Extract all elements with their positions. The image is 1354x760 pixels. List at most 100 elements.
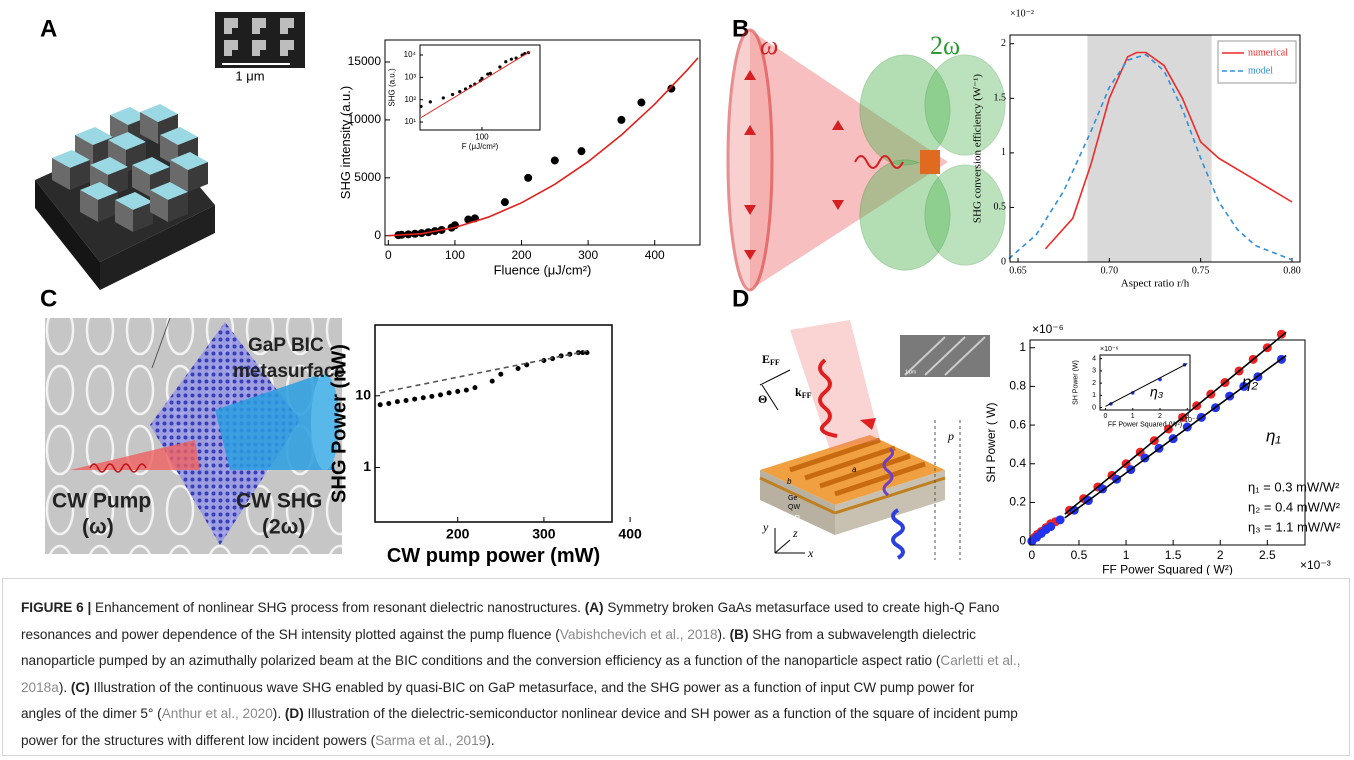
data-point [455, 389, 460, 394]
x-tick-label: 300 [532, 525, 556, 541]
citation[interactable]: 2018a [21, 680, 59, 695]
data-point [412, 397, 417, 402]
data-point [404, 398, 409, 403]
panel-label: D [732, 285, 749, 312]
y-multiplier: ×10⁻⁶ [1032, 322, 1064, 336]
y-axis-label: SHG intensity (a.u.) [338, 86, 353, 199]
x-tick-label: 400 [645, 248, 665, 262]
y-tick-label: 2 [1001, 38, 1006, 49]
caption-text: nanoparticle pumped by an azimuthally po… [21, 653, 940, 668]
data-point [464, 388, 469, 393]
x-tick-label: 100 [475, 132, 489, 141]
legend-label: numerical [1248, 47, 1288, 58]
sem-inset [215, 12, 305, 68]
y-tick-label: 1 [363, 458, 371, 474]
x-tick-label: 0 [385, 248, 392, 262]
y-multiplier: ×10⁻⁶ [1100, 346, 1119, 353]
x-tick-label: 2.5 [1259, 548, 1276, 562]
y-tick-label: 1 [1001, 147, 1006, 158]
caption-text: (A) [585, 600, 604, 615]
shg-label: (2ω) [262, 516, 305, 539]
period-label: p [947, 429, 954, 443]
angle-label: Θ [758, 392, 767, 406]
panel-label: C [40, 285, 57, 312]
caption-line: power for the structures with different … [21, 728, 1349, 755]
caption-text: ). [273, 706, 285, 721]
x-tick-label: 0 [1029, 548, 1036, 562]
data-point [490, 379, 495, 384]
annotation: η₃ [1150, 384, 1164, 400]
x-axis-label: Aspect ratio r/h [1121, 277, 1190, 289]
x-axis-label: FF Power Squared (W²) [1108, 422, 1182, 429]
data-point [551, 156, 559, 164]
data-point [458, 90, 461, 93]
data-point [447, 390, 452, 395]
y-tick-label: 0 [1019, 533, 1026, 547]
scale-bar-label: 1 μm [905, 369, 916, 375]
y-axis-label: SHG conversion efficiency (W⁻¹) [972, 74, 984, 223]
y-tick-label: 5000 [354, 170, 381, 184]
x-tick-label: 2 [1217, 548, 1224, 562]
y-tick-label: 0 [374, 228, 381, 242]
citation[interactable]: Vabishchevich et al., 2018 [560, 627, 718, 642]
y-axis-label: SH Power ( W) [984, 402, 998, 482]
y-tick-label: 15000 [348, 54, 382, 68]
shg-label: CW SHG [236, 490, 322, 513]
caption-text: Enhancement of nonlinear SHG process fro… [91, 600, 584, 615]
caption-text: Illustration of the continuous wave SHG … [90, 680, 975, 695]
dim-label: a [852, 465, 857, 474]
caption-text: power for the structures with different … [21, 733, 375, 748]
metasurface-illustration [35, 104, 215, 290]
data-point [386, 401, 391, 406]
y-axis-label: SHG (a.u.) [388, 68, 397, 107]
axis-label: x [807, 546, 814, 560]
data-point [524, 174, 532, 182]
page: A 1 μm B ω 2ω C [0, 0, 1354, 760]
data-point [451, 93, 454, 96]
y-tick-label: 10³ [404, 72, 416, 81]
x-axis-label: Fluence (μJ/cm²) [494, 263, 592, 278]
scale-bar-label: 1 μm [235, 68, 264, 83]
device-illustration [760, 320, 990, 560]
two-omega-label: 2ω [930, 31, 960, 60]
annotation: η₃ = 1.1 mW/W² [1248, 519, 1341, 534]
data-point [438, 392, 443, 397]
caption-text: FIGURE 6 | [21, 600, 91, 615]
annotation: η₂ [1242, 372, 1258, 391]
y-tick-label: 1 [1092, 392, 1096, 399]
y-axis-label: SH Power (W) [1072, 360, 1079, 405]
y-tick-label: 0.8 [1009, 379, 1026, 393]
y-tick-label: 0.6 [1009, 417, 1026, 431]
data-point [421, 395, 426, 400]
caption-text: angles of the dimer 5° ( [21, 706, 162, 721]
annotation: η₂ = 0.4 mW/W² [1248, 499, 1341, 514]
beam-illustration [728, 30, 1005, 290]
metasurface-label: GaP BIC [248, 335, 324, 356]
citation[interactable]: Carletti et al., [940, 653, 1020, 668]
data-point [429, 100, 432, 103]
data-point [442, 96, 445, 99]
x-multiplier: ×10⁻³ [1300, 558, 1331, 572]
data-point [498, 65, 501, 68]
e-field-sub: FF [770, 358, 780, 367]
x-tick-label: 0.65 [1009, 265, 1027, 276]
data-point [378, 402, 383, 407]
x-axis-label: CW pump power (mW) [387, 545, 600, 567]
layer-label: InP [788, 514, 800, 523]
y-tick-label: 4 [1092, 356, 1096, 363]
x-tick-label: 2 [1158, 413, 1162, 420]
caption-line: nanoparticle pumped by an azimuthally po… [21, 648, 1349, 675]
y-tick-label: 2 [1092, 380, 1096, 387]
y-tick-label: 0 [1092, 404, 1096, 411]
y-tick-label: 10¹ [404, 117, 416, 126]
y-tick-label: 10 [355, 386, 371, 402]
citation[interactable]: Anthur et al., 2020 [162, 706, 273, 721]
y-tick-label: 10⁴ [404, 50, 417, 59]
caption-text: Illustration of the dielectric-semicondu… [304, 706, 1018, 721]
y-tick-label: 3 [1092, 368, 1096, 375]
y-tick-label: 10² [404, 95, 416, 104]
caption-text: ). [59, 680, 71, 695]
citation[interactable]: Sarma et al., 2019 [375, 733, 486, 748]
x-tick-label: 200 [446, 525, 470, 541]
